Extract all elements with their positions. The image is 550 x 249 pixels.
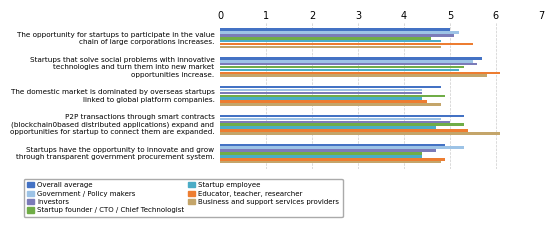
Bar — [220, 86, 441, 88]
Bar — [220, 115, 464, 117]
Bar — [220, 69, 459, 71]
Bar — [220, 152, 422, 155]
Bar — [220, 46, 441, 48]
Bar — [220, 97, 422, 100]
Bar — [220, 57, 482, 60]
Bar — [220, 37, 431, 40]
Legend: Overall average, Government / Policy makers, Investors, Startup founder / CTO / : Overall average, Government / Policy mak… — [24, 179, 343, 217]
Bar — [220, 60, 473, 62]
Bar — [220, 161, 441, 163]
Bar — [220, 100, 427, 103]
Bar — [220, 126, 436, 129]
Bar — [220, 155, 422, 158]
Bar — [220, 158, 446, 161]
Bar — [220, 103, 441, 106]
Bar — [220, 121, 450, 123]
Bar — [220, 146, 464, 149]
Bar — [220, 31, 459, 34]
Bar — [220, 132, 500, 134]
Bar — [220, 118, 441, 120]
Bar — [220, 71, 500, 74]
Bar — [220, 28, 450, 31]
Bar — [220, 129, 468, 132]
Bar — [220, 43, 473, 45]
Bar — [220, 66, 464, 68]
Bar — [220, 34, 454, 37]
Bar — [220, 89, 422, 91]
Bar — [220, 92, 422, 94]
Bar — [220, 144, 446, 146]
Bar — [220, 40, 441, 42]
Bar — [220, 124, 464, 126]
Bar — [220, 95, 446, 97]
Bar — [220, 149, 436, 152]
Bar — [220, 63, 477, 65]
Bar — [220, 74, 487, 77]
